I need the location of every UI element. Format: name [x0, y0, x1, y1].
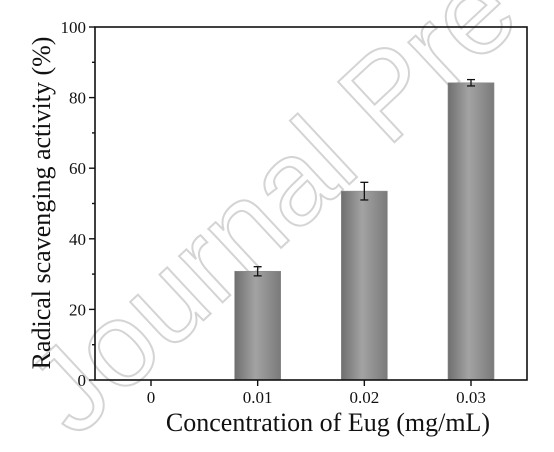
x-tick-label: 0.03: [456, 388, 486, 407]
bar-0.03: [447, 82, 495, 381]
bars-layer: [234, 82, 495, 381]
x-tick-label: 0: [147, 388, 156, 407]
y-tick-label: 20: [69, 300, 86, 319]
y-tick-label: 100: [61, 18, 87, 37]
error-bars-layer: [253, 78, 475, 277]
x-tick-label: 0.02: [349, 388, 379, 407]
x-axis-ticks: 0 0.01 0.02 0.03: [147, 380, 486, 407]
error-bar-0.01: [253, 266, 262, 277]
error-bar-0.02: [360, 181, 369, 201]
y-axis-ticks: 0 20 40 60 80 100: [61, 18, 95, 390]
y-tick-label: 40: [69, 230, 86, 249]
y-tick-label: 60: [69, 159, 86, 178]
bar-0.02: [341, 190, 388, 381]
y-tick-label: 80: [69, 89, 86, 108]
x-axis-title: Concentration of Eug (mg/mL): [166, 408, 490, 437]
bar-0.01: [234, 270, 281, 381]
error-bar-0.03: [467, 78, 475, 87]
y-axis-title: Radical scavenging activity (%): [27, 37, 56, 370]
y-tick-label: 0: [78, 371, 87, 390]
x-tick-label: 0.01: [243, 388, 273, 407]
